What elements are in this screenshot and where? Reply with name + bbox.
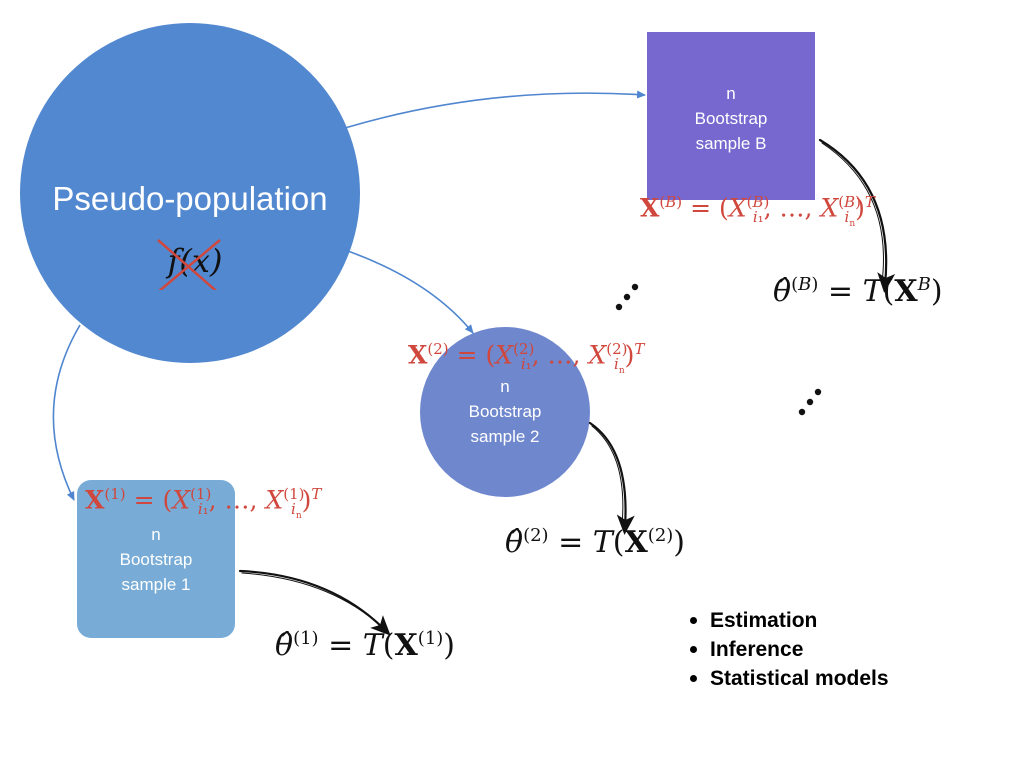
arrow-to-estimate-1 <box>238 569 391 636</box>
bootstrap-sample-2-circle <box>420 327 590 497</box>
bootstrap-sample-b-box <box>647 32 815 200</box>
estimate-1-formula: θ̂(1) = T(X(1)) <box>275 628 456 663</box>
list-item: Inference <box>688 635 889 664</box>
bootstrap-sample-b-label: n Bootstrap sample B <box>694 84 768 153</box>
ellipsis-dots-lower <box>798 388 822 416</box>
estimate-b-formula: θ̂(B) = T(XB) <box>773 274 943 309</box>
list-item: Estimation <box>688 606 889 635</box>
ellipsis-dots-upper <box>615 283 639 311</box>
arrow-to-sample-1 <box>52 324 81 501</box>
pseudo-population-label: Pseudo-population <box>52 180 328 217</box>
sample-1-vector-formula: X(1) = (X(1)i₁, …, X(1)in)T <box>85 485 322 522</box>
arrow-to-estimate-b <box>818 138 896 293</box>
list-item: Statistical models <box>688 664 889 693</box>
density-crossed-out: f(x) <box>150 238 240 290</box>
arrow-to-sample-b <box>344 90 646 129</box>
arrow-to-estimate-2 <box>588 421 635 535</box>
arrow-to-sample-2 <box>344 249 474 334</box>
bootstrap-sample-1-label: n Bootstrap sample 1 <box>119 525 193 594</box>
pseudo-population-circle <box>20 23 360 363</box>
bootstrap-sample-2-label: n Bootstrap sample 2 <box>468 377 542 446</box>
cross-out-icon <box>157 239 221 290</box>
estimate-2-formula: θ̂(2) = T(X(2)) <box>505 525 686 560</box>
sample-2-vector-formula: X(2) = (X(2)i₁, …, X(2)in)T <box>408 340 645 377</box>
applications-list: Estimation Inference Statistical models <box>688 606 889 693</box>
bootstrap-sample-1-box <box>77 480 235 638</box>
sample-b-vector-formula: X(B) = (X(B)i₁, …, X(B)in)T <box>640 193 875 230</box>
